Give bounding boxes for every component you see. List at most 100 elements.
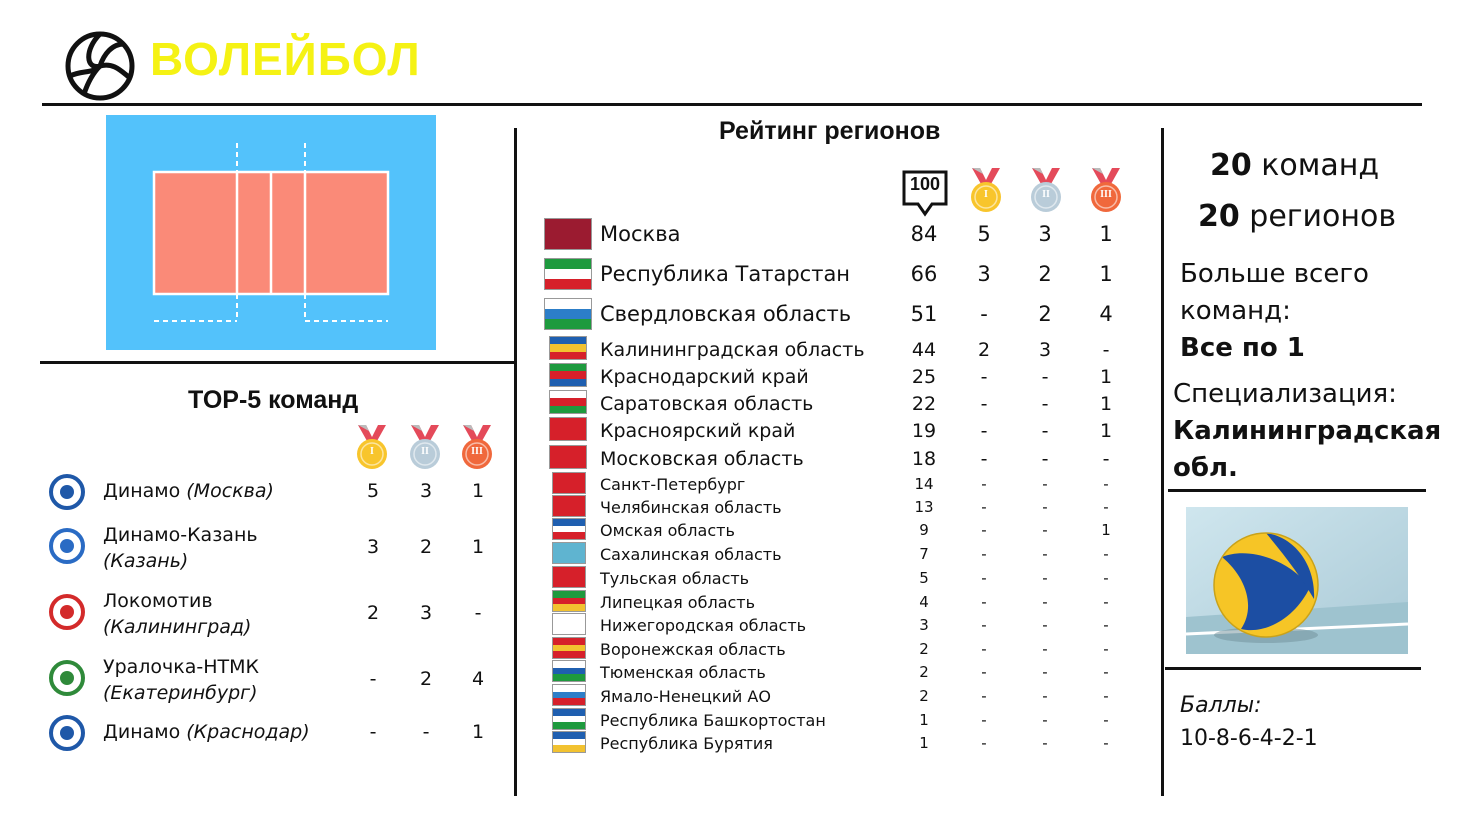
points-badge-label: 100 xyxy=(909,174,941,194)
region-points: 66 xyxy=(910,262,938,286)
region-silver: - xyxy=(1042,475,1048,493)
region-bronze: 1 xyxy=(1099,420,1113,442)
region-name: Тульская область xyxy=(600,569,750,588)
regions-gold-medal-icon: I xyxy=(969,168,1003,214)
region-silver: - xyxy=(1041,420,1049,442)
region-points: 2 xyxy=(919,640,929,658)
region-flag-icon xyxy=(552,495,586,517)
header-divider xyxy=(42,103,1422,106)
region-flag-icon xyxy=(552,472,586,494)
team-silver-count: 2 xyxy=(419,668,433,690)
team-logo-icon xyxy=(46,592,88,632)
specialization-label: Специализация: xyxy=(1173,379,1397,409)
points-badge-icon: 100 xyxy=(900,168,950,218)
region-flag-icon xyxy=(552,542,586,564)
region-gold: 5 xyxy=(977,222,991,246)
team-gold-count: 5 xyxy=(366,480,380,502)
region-points: 1 xyxy=(919,734,929,752)
region-name: Ямало-Ненецкий АО xyxy=(600,687,771,706)
region-gold: - xyxy=(980,393,988,415)
region-points: 3 xyxy=(919,616,929,634)
region-bronze: - xyxy=(1102,339,1110,361)
region-flag-icon xyxy=(552,613,586,635)
region-points: 84 xyxy=(910,222,938,246)
volleyball-icon xyxy=(64,30,136,102)
regions-silver-medal-icon: II xyxy=(1029,168,1063,214)
region-flag-icon xyxy=(552,637,586,659)
region-gold: - xyxy=(981,593,987,611)
region-name: Санкт-Петербург xyxy=(600,475,746,494)
region-gold: - xyxy=(981,521,987,539)
team-gold-count: 2 xyxy=(366,602,380,624)
region-points: 25 xyxy=(911,366,937,388)
team-bronze-count: 4 xyxy=(471,668,485,690)
points-system-value: 10-8-6-4-2-1 xyxy=(1180,726,1318,751)
region-bronze: 1 xyxy=(1101,521,1111,539)
region-silver: 3 xyxy=(1038,339,1052,361)
teams-label: команд xyxy=(1261,148,1380,183)
teams-count-line: 20 команд xyxy=(1210,148,1379,183)
summary-divider-1 xyxy=(1168,489,1426,492)
regions-bronze-medal-label: III xyxy=(1100,189,1112,200)
left-divider xyxy=(40,361,514,364)
region-points: 22 xyxy=(911,393,937,415)
teams-count: 20 xyxy=(1210,148,1252,183)
region-points: 19 xyxy=(911,420,937,442)
regions-count-line: 20 регионов xyxy=(1198,199,1396,234)
region-points: 2 xyxy=(919,663,929,681)
region-name: Республика Бурятия xyxy=(600,734,773,753)
region-name: Калининградская область xyxy=(600,339,865,361)
region-points: 51 xyxy=(910,302,938,326)
region-gold: - xyxy=(981,475,987,493)
region-name: Краснодарский край xyxy=(600,366,809,388)
top5-bronze-medal-label: III xyxy=(471,446,483,457)
region-points: 2 xyxy=(919,687,929,705)
regions-silver-medal-label: II xyxy=(1042,189,1050,200)
region-gold: - xyxy=(981,711,987,729)
region-points: 1 xyxy=(919,711,929,729)
team-name: Уралочка-НТМК xyxy=(103,656,260,678)
team-gold-count: - xyxy=(369,721,377,743)
region-silver: - xyxy=(1041,366,1049,388)
region-silver: - xyxy=(1042,616,1048,634)
region-silver: - xyxy=(1042,734,1048,752)
region-points: 5 xyxy=(919,569,929,587)
team-city: (Казань) xyxy=(103,550,189,572)
region-name: Республика Башкортостан xyxy=(600,711,826,730)
region-bronze: 1 xyxy=(1099,222,1113,246)
region-bronze: - xyxy=(1103,734,1109,752)
region-points: 18 xyxy=(911,448,937,470)
team-name: Локомотив xyxy=(103,590,213,612)
team-gold-count: - xyxy=(369,668,377,690)
page-title: ВОЛЕЙБОЛ xyxy=(150,33,421,85)
regions-count: 20 xyxy=(1198,199,1240,234)
region-gold: - xyxy=(980,302,988,326)
region-gold: - xyxy=(981,663,987,681)
region-gold: - xyxy=(981,498,987,516)
region-silver: - xyxy=(1042,498,1048,516)
region-gold: - xyxy=(980,448,988,470)
region-gold: - xyxy=(981,569,987,587)
region-flag-icon xyxy=(544,258,592,290)
region-bronze: - xyxy=(1103,711,1109,729)
region-name: Республика Татарстан xyxy=(600,262,851,286)
team-logo-icon xyxy=(46,713,88,753)
column-divider-left xyxy=(514,128,517,796)
region-name: Свердловская область xyxy=(600,302,852,326)
region-gold: - xyxy=(981,545,987,563)
region-silver: - xyxy=(1042,569,1048,587)
volleyball-court-diagram xyxy=(106,115,436,350)
region-bronze: - xyxy=(1103,663,1109,681)
region-bronze: - xyxy=(1103,569,1109,587)
region-silver: - xyxy=(1042,711,1048,729)
region-name: Тюменская область xyxy=(600,663,766,682)
region-gold: - xyxy=(981,687,987,705)
region-flag-icon xyxy=(552,660,586,682)
region-silver: - xyxy=(1042,545,1048,563)
region-flag-icon xyxy=(549,417,587,441)
region-silver: - xyxy=(1041,393,1049,415)
region-bronze: 1 xyxy=(1099,366,1113,388)
region-bronze: - xyxy=(1103,475,1109,493)
region-gold: - xyxy=(981,640,987,658)
team-city: (Краснодар) xyxy=(186,721,310,743)
